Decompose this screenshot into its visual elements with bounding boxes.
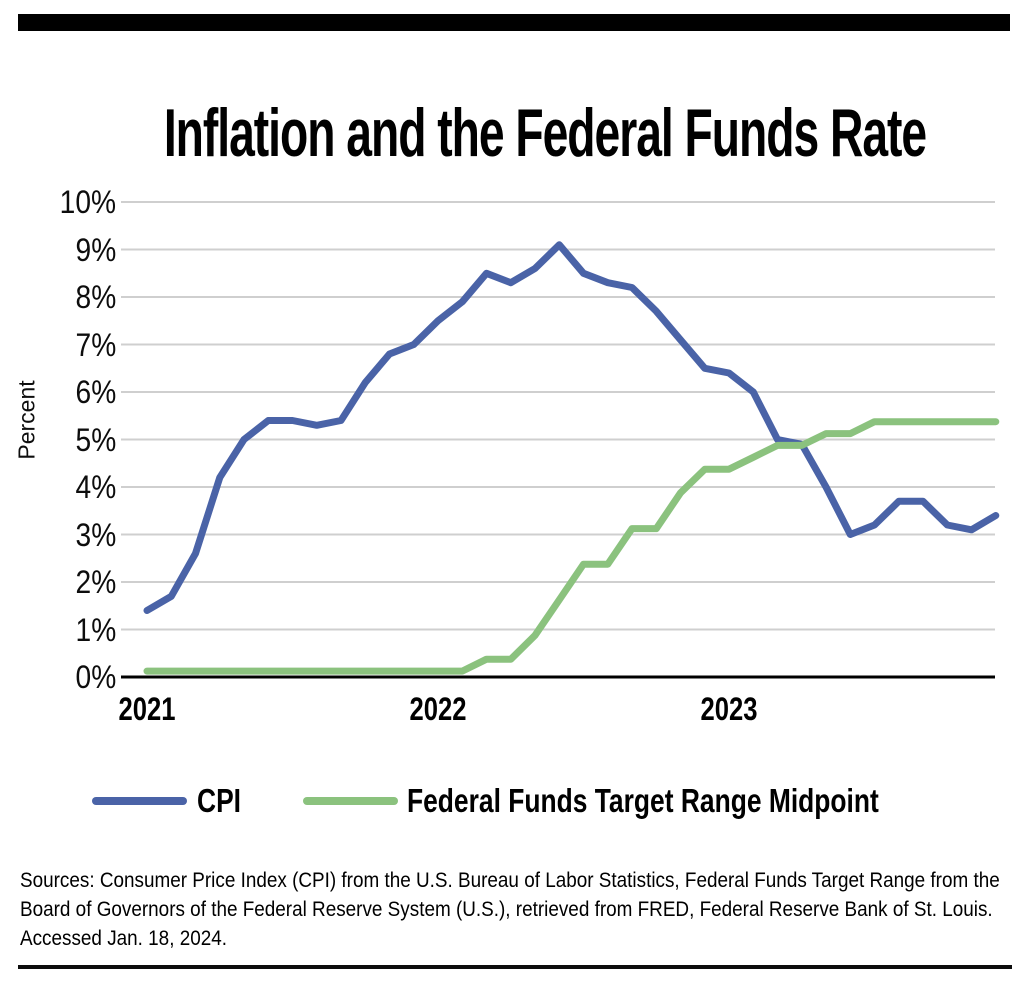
cpi-line-swatch bbox=[92, 797, 187, 805]
source-note: Sources: Consumer Price Index (CPI) from… bbox=[20, 866, 1024, 953]
y-tick-label: 6% bbox=[75, 374, 116, 410]
fed-funds-line-swatch bbox=[303, 797, 398, 805]
y-tick-label: 1% bbox=[75, 611, 116, 648]
y-tick-label: 0% bbox=[75, 659, 116, 695]
x-tick-label: 2023 bbox=[700, 691, 758, 727]
y-tick-label: 4% bbox=[75, 469, 116, 505]
top-rule bbox=[18, 14, 1010, 31]
y-tick-label: 10% bbox=[59, 184, 116, 220]
y-tick-label: 5% bbox=[75, 421, 116, 458]
source-note-line-3: Accessed Jan. 18, 2024. bbox=[20, 927, 227, 950]
source-note-line-2: Board of Governors of the Federal Reserv… bbox=[20, 898, 993, 921]
page-title: Inflation and the Federal Funds Rate bbox=[163, 94, 927, 171]
source-note-line-1: Sources: Consumer Price Index (CPI) from… bbox=[20, 869, 1000, 892]
x-tick-label: 2021 bbox=[118, 691, 176, 727]
y-tick-label: 9% bbox=[75, 231, 116, 268]
cpi-line bbox=[143, 241, 1000, 614]
fed-funds-line bbox=[143, 418, 1000, 675]
y-tick-label: 8% bbox=[75, 279, 116, 315]
y-axis-tick-labels: 10% 9% 8% 7% 6% 5% 4% 3% 2% 1% 0% bbox=[0, 0, 116, 989]
y-tick-label: 2% bbox=[75, 564, 116, 600]
x-tick-label: 2022 bbox=[409, 691, 467, 727]
legend-label-fed-funds: Federal Funds Target Range Midpoint bbox=[407, 782, 879, 819]
legend-label-cpi: CPI bbox=[197, 782, 242, 819]
bottom-rule bbox=[18, 965, 1012, 969]
y-tick-label: 7% bbox=[75, 326, 116, 363]
y-tick-label: 3% bbox=[75, 516, 116, 553]
